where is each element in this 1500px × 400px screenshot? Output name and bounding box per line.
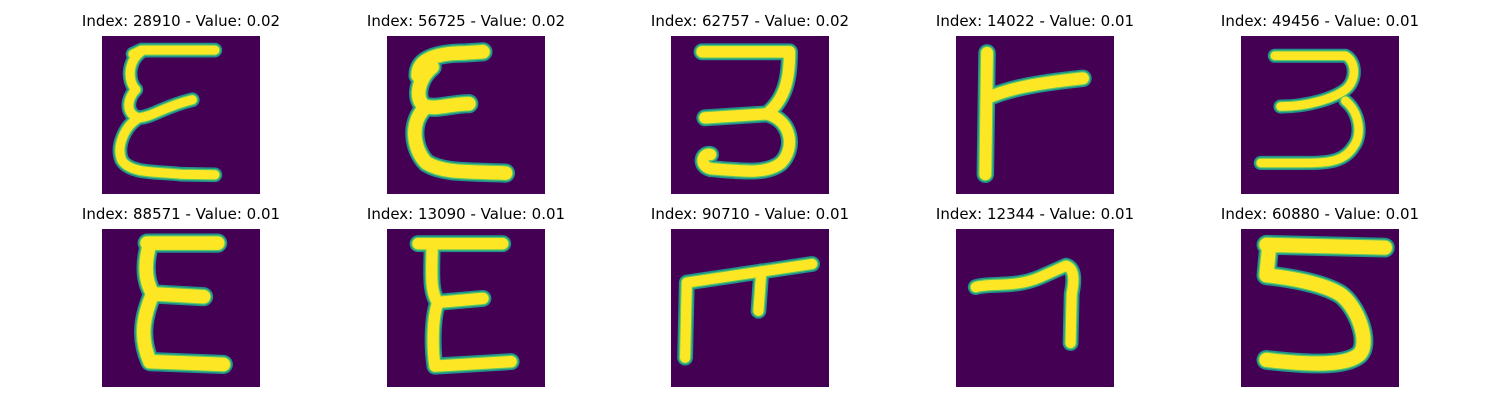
image-cell-4: Index: 14022 - Value: 0.01 [905, 11, 1165, 196]
image-title: Index: 62757 - Value: 0.02 [650, 12, 850, 30]
digit-image-epsilon [387, 36, 545, 194]
image-title: Index: 13090 - Value: 0.01 [366, 205, 566, 223]
glyph-stroke [1259, 237, 1392, 371]
digit-image-three [671, 36, 829, 194]
glyph-stroke [979, 47, 1089, 181]
image-cell-9: Index: 12344 - Value: 0.01 [905, 204, 1165, 389]
digit-image-five [1241, 229, 1399, 387]
image-background [956, 229, 1114, 387]
image-title: Index: 90710 - Value: 0.01 [650, 205, 850, 223]
image-cell-8: Index: 90710 - Value: 0.01 [620, 204, 880, 389]
image-title: Index: 60880 - Value: 0.01 [1220, 205, 1420, 223]
image-cell-2: Index: 56725 - Value: 0.02 [336, 11, 596, 196]
glyph-stroke [696, 46, 796, 177]
image-cell-7: Index: 13090 - Value: 0.01 [336, 204, 596, 389]
digit-image-epsilon [387, 229, 545, 387]
image-title: Index: 88571 - Value: 0.01 [81, 205, 281, 223]
image-title: Index: 56725 - Value: 0.02 [366, 12, 566, 30]
glyph-stroke [970, 260, 1079, 349]
digit-image-epsilon [102, 229, 260, 387]
image-cell-6: Index: 88571 - Value: 0.01 [51, 204, 311, 389]
glyph-stroke [136, 236, 231, 372]
glyph-stroke [1256, 51, 1363, 168]
image-cell-5: Index: 49456 - Value: 0.01 [1190, 11, 1450, 196]
image-cell-10: Index: 60880 - Value: 0.01 [1190, 204, 1450, 389]
digit-image-seven [956, 229, 1114, 387]
digit-image-three [1241, 36, 1399, 194]
image-title: Index: 28910 - Value: 0.02 [81, 12, 281, 30]
image-cell-3: Index: 62757 - Value: 0.02 [620, 11, 880, 196]
glyph-stroke [412, 238, 517, 372]
glyph-stroke [115, 45, 220, 180]
image-title: Index: 49456 - Value: 0.01 [1220, 12, 1420, 30]
image-title: Index: 12344 - Value: 0.01 [935, 205, 1135, 223]
glyph-stroke [680, 258, 818, 363]
digit-image-gamma [956, 36, 1114, 194]
digit-image-epsilon [102, 36, 260, 194]
digit-image-hook [671, 229, 829, 387]
image-cell-1: Index: 28910 - Value: 0.02 [51, 11, 311, 196]
image-title: Index: 14022 - Value: 0.01 [935, 12, 1135, 30]
image-background [671, 229, 829, 387]
glyph-stroke [408, 45, 513, 180]
